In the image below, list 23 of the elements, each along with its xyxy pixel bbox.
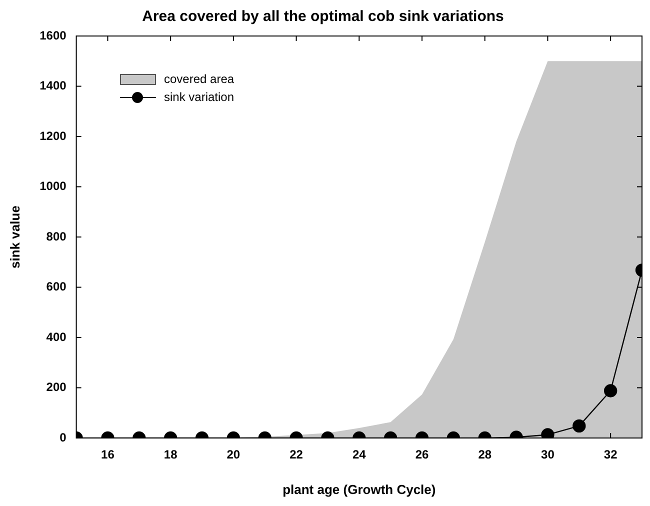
y-tick-label: 800 xyxy=(46,229,67,244)
y-tick-label: 0 xyxy=(60,430,67,444)
y-tick-label: 1200 xyxy=(40,128,67,143)
x-tick-label: 24 xyxy=(352,448,366,462)
y-tick-label: 600 xyxy=(46,280,67,294)
y-tick-label: 1000 xyxy=(40,179,67,194)
x-tick-label: 26 xyxy=(415,448,429,462)
legend-label: sink variation xyxy=(164,89,234,106)
y-tick-label: 200 xyxy=(46,380,67,394)
chart-title: Area covered by all the optimal cob sink variations xyxy=(142,8,504,26)
x-tick-label: 30 xyxy=(541,448,555,462)
x-tick-label: 28 xyxy=(478,448,492,462)
y-tick-label: 1400 xyxy=(40,78,67,93)
x-tick-label: 32 xyxy=(604,448,618,462)
y-tick-label: 400 xyxy=(46,330,67,344)
y-axis-title: sink value xyxy=(7,206,22,268)
x-tick-label: 22 xyxy=(290,448,304,462)
x-tick-label: 16 xyxy=(101,448,115,462)
y-tick-label: 1600 xyxy=(40,28,67,42)
legend-label: covered area xyxy=(164,71,234,88)
x-tick-label: 18 xyxy=(164,448,178,462)
x-axis-title: plant age (Growth Cycle) xyxy=(282,482,436,497)
x-tick-label: 20 xyxy=(226,448,240,462)
